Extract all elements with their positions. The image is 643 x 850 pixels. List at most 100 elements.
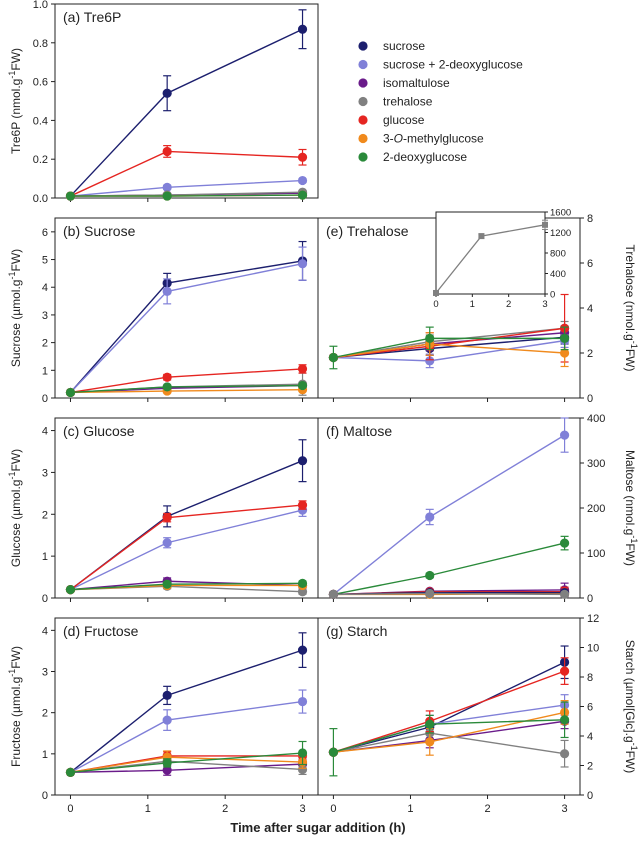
data-point-glucose [162, 513, 172, 523]
y-tick-label: 2 [42, 338, 48, 350]
y-tick-label: 4 [587, 303, 593, 315]
data-point-dg [425, 570, 435, 581]
legend-marker-sucrose [358, 41, 368, 51]
data-point-dg [162, 191, 172, 201]
data-point-sucrose [162, 690, 172, 700]
data-point-trehalose [425, 588, 435, 599]
y-tick-label: 0 [42, 593, 48, 605]
legend-marker-trehalose [358, 96, 368, 107]
y-tick-label: 4 [42, 625, 48, 637]
x-tick-label: 1 [145, 803, 151, 815]
data-point-trehalose [297, 764, 308, 775]
y-tick-label: 8 [587, 213, 593, 225]
data-point-dg [425, 333, 435, 343]
data-point-glucose [297, 364, 308, 374]
y-tick-label: 2 [587, 348, 593, 360]
series-line-glucose [70, 368, 303, 394]
data-point-sucrose_2dg [162, 182, 172, 192]
x-tick-label: 2 [222, 803, 228, 815]
legend-label-trehalose: trehalose [383, 95, 433, 109]
y-tick-label: 12 [587, 613, 599, 625]
y-tick-label: 3 [42, 310, 48, 322]
x-tick-label: 0 [330, 803, 336, 815]
legend-label-sucrose_2dg: sucrose + 2-deoxyglucose [383, 58, 523, 72]
y-tick-label: 2 [42, 708, 48, 720]
y-tick-label: 400 [587, 413, 605, 425]
data-point-dg [559, 538, 570, 548]
series-line-sucrose [69, 260, 303, 393]
panel-a-frame [54, 3, 319, 199]
legend-label-glucose: glucose [383, 113, 425, 127]
data-point-sucrose [297, 456, 308, 466]
y-tick-label: 0 [42, 790, 48, 802]
y-tick-label: 2 [42, 509, 48, 521]
data-point-glucose [162, 146, 172, 157]
data-point-dg [297, 578, 308, 588]
panel-a-y-axis-label: Tre6P (nmol.g-1FW) [7, 48, 23, 154]
y-tick-label: 0 [587, 593, 593, 605]
data-point-sucrose_2dg [297, 259, 308, 269]
inset-frame [435, 211, 546, 295]
panel-f-y-axis-label: Maltose (nmol.g-1FW) [623, 450, 639, 566]
y-tick-label: 100 [587, 548, 605, 560]
inset-y-tick-label: 1600 [550, 208, 571, 219]
inset-x-tick-label: 0 [433, 299, 438, 310]
data-point-sucrose_2dg [425, 356, 435, 366]
series-line-trehalose [333, 592, 565, 596]
inset-y-tick-label: 1200 [550, 228, 571, 239]
legend-marker-isomaltulose [358, 78, 368, 88]
data-point-dg [328, 747, 339, 757]
data-point-isomaltulose [162, 765, 172, 775]
y-tick-label: 6 [587, 702, 593, 714]
y-tick-label: 4 [42, 282, 48, 294]
panel-b-y-axis-label: Sucrose (µmol.g-1FW) [7, 249, 23, 367]
data-point-sucrose_2dg [162, 286, 172, 296]
y-tick-label: 0 [587, 393, 593, 405]
data-point-sucrose_2dg [162, 715, 172, 725]
x-tick-label: 3 [299, 803, 305, 815]
y-tick-label: 200 [587, 503, 605, 515]
data-point-sucrose_2dg [425, 512, 435, 522]
x-tick-label: 0 [67, 803, 73, 815]
data-point-sucrose [162, 88, 172, 98]
x-axis-title: Time after sugar addition (h) [230, 820, 405, 835]
data-point-dg [65, 387, 76, 398]
x-tick-label: 3 [562, 803, 568, 815]
inset-x-tick-label: 3 [542, 299, 547, 310]
legend-label-omg: 3-O-methylglucose [383, 132, 484, 146]
data-point-sucrose_2dg [297, 696, 308, 707]
y-tick-label: 1.0 [33, 0, 48, 11]
data-point-dg [162, 579, 172, 589]
inset-x-tick-label: 1 [470, 299, 475, 310]
panel-g-title: (g) Starch [326, 623, 387, 639]
data-point-dg [297, 380, 308, 391]
series-line-isomaltulose [333, 720, 565, 753]
inset-data-point-trehalose [542, 221, 548, 228]
data-point-sucrose_2dg [559, 430, 570, 440]
panel-e-y-axis-label: Trehalose (nmol.g-1FW) [623, 245, 639, 372]
data-point-dg [65, 767, 76, 777]
y-tick-label: 300 [587, 458, 605, 470]
data-point-glucose [297, 500, 308, 510]
legend-label-dg: 2-deoxyglucose [383, 150, 467, 164]
data-point-sucrose [297, 24, 308, 34]
data-point-omg [425, 737, 435, 747]
panel-e-title: (e) Trehalose [326, 223, 409, 239]
y-tick-label: 6 [42, 227, 48, 239]
data-point-dg [328, 352, 339, 363]
y-tick-label: 4 [42, 426, 48, 438]
panel-a-title: (a) Tre6P [63, 9, 121, 25]
data-point-dg [559, 715, 570, 725]
legend-label-isomaltulose: isomaltulose [383, 76, 450, 90]
series-line-glucose [333, 670, 565, 753]
data-point-omg [559, 348, 570, 358]
y-tick-label: 0.6 [33, 77, 48, 89]
data-point-glucose [297, 152, 308, 162]
data-point-sucrose_2dg [162, 538, 172, 548]
legend-marker-dg [358, 152, 368, 162]
inset-data-point-trehalose [478, 233, 485, 240]
data-point-glucose [559, 666, 570, 676]
y-tick-label: 5 [42, 255, 48, 267]
data-point-dg [425, 719, 435, 729]
